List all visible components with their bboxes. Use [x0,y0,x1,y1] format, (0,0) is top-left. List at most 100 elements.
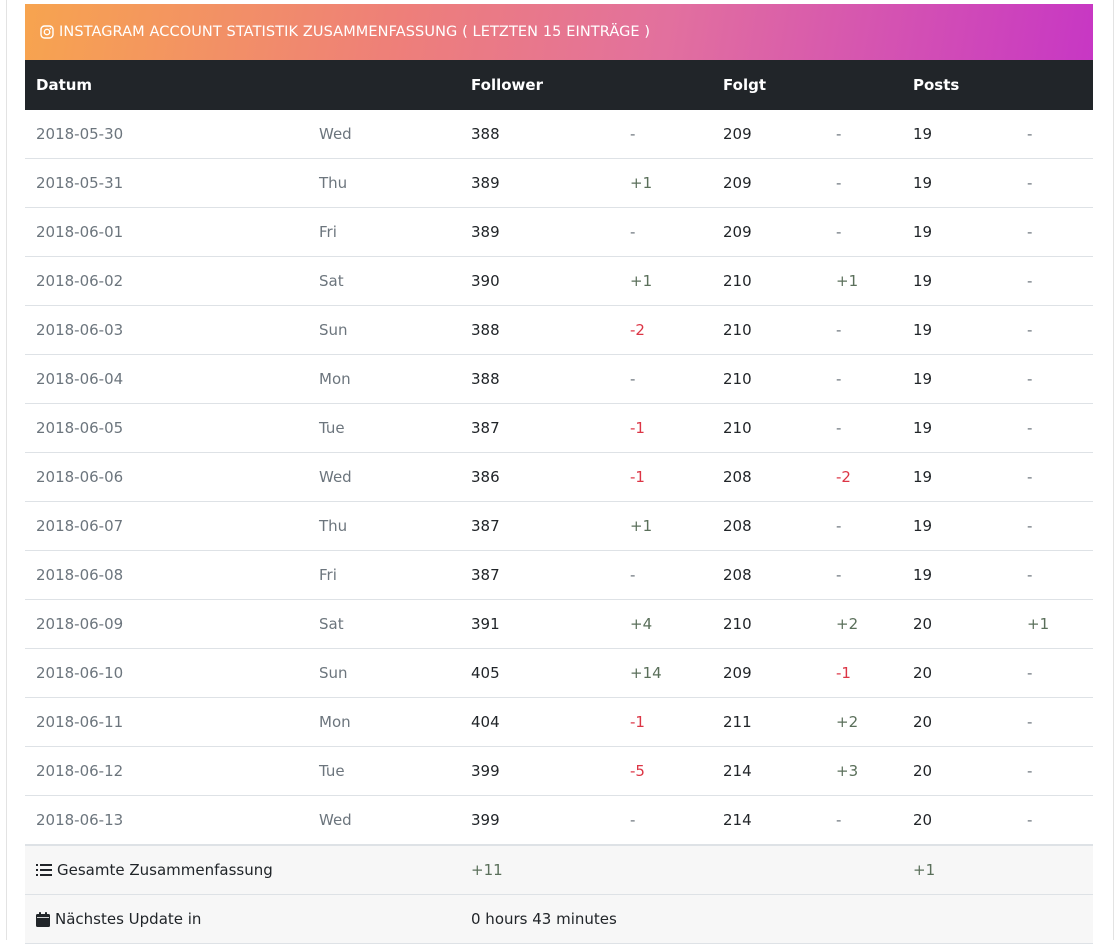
row-follower: 405 [471,664,500,682]
row-follower-delta: - [630,811,636,829]
row-posts: 19 [913,370,933,388]
row-follower: 387 [471,517,500,535]
row-posts-delta: - [1027,125,1033,143]
row-folgt-delta: -2 [836,468,851,486]
row-day: Wed [319,811,352,829]
summary-follower: +11 [471,861,503,879]
row-day: Sat [319,272,344,290]
header-posts: Posts [913,76,960,94]
row-folgt-delta: - [836,174,842,192]
row-follower: 387 [471,566,500,584]
table-row: 2018-06-07 Thu 387 +1 208 - 19 - [25,502,1093,551]
row-folgt: 214 [723,811,752,829]
row-day: Tue [319,762,345,780]
table-row: 2018-06-05 Tue 387 -1 210 - 19 - [25,404,1093,453]
row-follower: 388 [471,125,500,143]
row-day: Sun [319,321,348,339]
row-follower-delta: +14 [630,664,662,682]
row-folgt-delta: - [836,223,842,241]
row-folgt-delta: - [836,370,842,388]
summary-posts: +1 [913,861,936,879]
row-follower-delta: -1 [630,713,645,731]
row-date: 2018-06-04 [36,370,124,388]
row-follower: 389 [471,223,500,241]
row-folgt: 208 [723,468,752,486]
row-date: 2018-06-03 [36,321,124,339]
row-day: Mon [319,713,351,731]
calendar-icon [36,911,50,927]
row-follower: 388 [471,370,500,388]
row-follower-delta: +1 [630,517,653,535]
row-posts-delta: - [1027,468,1033,486]
stats-panel: INSTAGRAM ACCOUNT STATISTIK ZUSAMMENFASS… [25,4,1093,944]
row-follower-delta: -2 [630,321,645,339]
table-row: 2018-06-04 Mon 388 - 210 - 19 - [25,355,1093,404]
next-update-row: Nächstes Update in 0 hours 43 minutes [25,895,1093,944]
row-posts-delta: - [1027,517,1033,535]
row-date: 2018-06-10 [36,664,124,682]
row-day: Thu [319,517,348,535]
row-posts-delta: - [1027,370,1033,388]
instagram-icon [40,25,54,39]
row-folgt-delta: - [836,517,842,535]
row-date: 2018-06-05 [36,419,124,437]
row-follower: 387 [471,419,500,437]
row-day: Wed [319,468,352,486]
row-posts-delta: - [1027,419,1033,437]
row-follower-delta: -5 [630,762,645,780]
row-posts: 19 [913,517,933,535]
summary-label-wrap: Gesamte Zusammenfassung [36,861,273,879]
row-follower-delta: +1 [630,174,653,192]
row-folgt-delta: - [836,566,842,584]
row-day: Thu [319,174,348,192]
row-folgt-delta: +1 [836,272,859,290]
table-row: 2018-06-12 Tue 399 -5 214 +3 20 - [25,747,1093,796]
row-day: Tue [319,419,345,437]
table-row: 2018-05-31 Thu 389 +1 209 - 19 - [25,159,1093,208]
row-date: 2018-06-07 [36,517,124,535]
row-date: 2018-06-13 [36,811,124,829]
table-row: 2018-06-13 Wed 399 - 214 - 20 - [25,796,1093,845]
row-folgt: 214 [723,762,752,780]
row-date: 2018-06-11 [36,713,124,731]
row-posts: 19 [913,125,933,143]
row-posts-delta: - [1027,272,1033,290]
row-follower-delta: - [630,370,636,388]
row-date: 2018-05-31 [36,174,124,192]
row-posts: 19 [913,272,933,290]
row-folgt: 210 [723,321,752,339]
row-posts: 19 [913,468,933,486]
row-folgt-delta: +2 [836,713,859,731]
next-update-label-wrap: Nächstes Update in [36,910,201,928]
table-header: Datum Follower Folgt Posts [25,60,1093,110]
row-folgt: 209 [723,664,752,682]
row-posts-delta: - [1027,664,1033,682]
row-posts: 20 [913,615,933,633]
row-posts: 20 [913,811,933,829]
row-folgt-delta: - [836,419,842,437]
row-date: 2018-06-12 [36,762,124,780]
row-posts: 19 [913,321,933,339]
row-folgt: 210 [723,419,752,437]
page-container [6,0,1114,940]
row-day: Wed [319,125,352,143]
next-update-label: Nächstes Update in [55,910,202,928]
row-folgt: 209 [723,223,752,241]
header-datum: Datum [36,76,93,94]
row-day: Mon [319,370,351,388]
row-follower-delta: -1 [630,468,645,486]
row-follower: 389 [471,174,500,192]
row-posts-delta: - [1027,713,1033,731]
row-posts: 19 [913,419,933,437]
row-date: 2018-06-06 [36,468,124,486]
row-posts-delta: +1 [1027,615,1050,633]
row-posts-delta: - [1027,174,1033,192]
row-follower-delta: +1 [630,272,653,290]
row-folgt-delta: - [836,125,842,143]
table-row: 2018-05-30 Wed 388 - 209 - 19 - [25,110,1093,159]
row-folgt: 209 [723,125,752,143]
header-folgt: Folgt [723,76,766,94]
row-day: Sun [319,664,348,682]
row-folgt-delta: - [836,321,842,339]
row-follower: 386 [471,468,500,486]
